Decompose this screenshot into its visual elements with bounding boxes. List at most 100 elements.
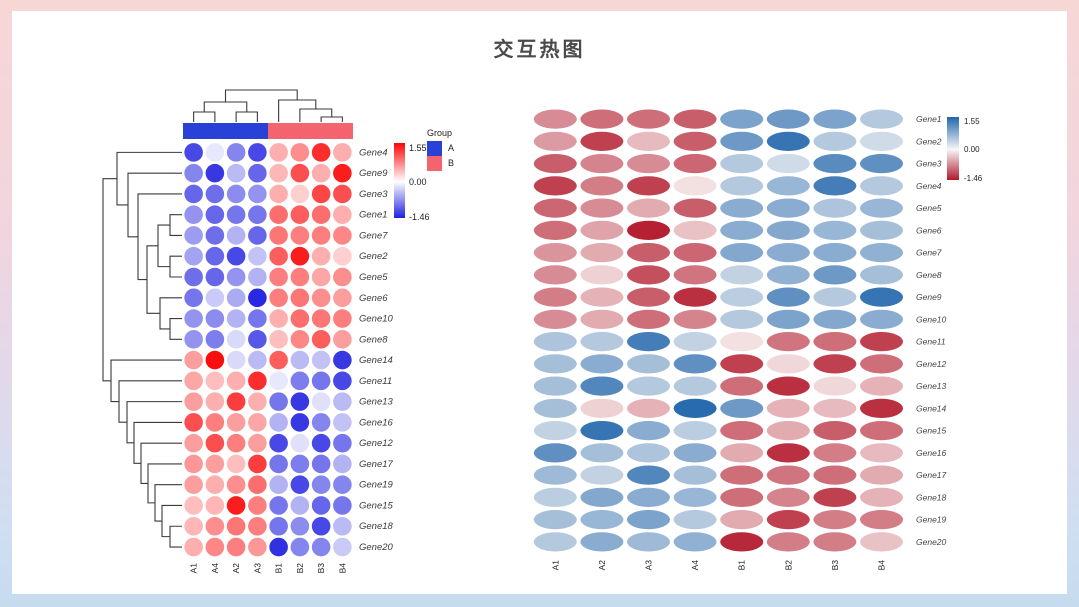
row-label: Gene19 <box>916 515 947 525</box>
right-heatmap-cell <box>766 131 810 151</box>
left-heatmap-cell <box>333 392 352 411</box>
right-heatmap-cell <box>813 287 857 307</box>
right-heatmap-cell <box>860 176 903 196</box>
row-label: Gene10 <box>359 314 394 325</box>
annotation-bar-group-b <box>268 123 353 139</box>
right-heatmap-cell <box>860 131 903 151</box>
right-heatmap-cell <box>720 332 764 352</box>
left-heatmap-cell <box>205 454 225 474</box>
column-label: A1 <box>550 560 560 571</box>
row-label: Gene14 <box>359 355 393 366</box>
right-heatmap-cell <box>860 443 903 463</box>
left-heatmap-cell <box>205 205 225 224</box>
right-heatmap-cell <box>860 421 903 441</box>
row-label: Gene16 <box>359 417 394 428</box>
left-heatmap-cell <box>205 143 225 162</box>
right-heatmap-cell <box>673 532 717 552</box>
right-heatmap-cell <box>766 265 810 285</box>
left-heatmap-cell <box>311 267 331 287</box>
left-heatmap-cell <box>333 309 352 328</box>
left-heatmap-cell <box>226 454 246 474</box>
row-label: Gene12 <box>916 359 947 369</box>
right-heatmap-cell <box>533 332 577 352</box>
right-heatmap-cell <box>766 243 810 263</box>
right-heatmap-cell <box>627 398 670 418</box>
left-heatmap-cell <box>311 163 331 183</box>
right-heatmap-cell <box>533 532 577 552</box>
right-heatmap-cell <box>580 532 624 552</box>
right-heatmap-cell <box>766 332 810 352</box>
right-heatmap-cell <box>533 354 577 374</box>
left-heatmap-cell <box>311 392 331 411</box>
right-heatmap-cell <box>813 443 857 463</box>
left-heatmap-cell <box>290 309 310 328</box>
right-heatmap-cell <box>580 154 624 174</box>
left-heatmap-cell <box>269 496 288 515</box>
page-title: 交互热图 <box>493 39 586 61</box>
right-heatmap-cell <box>813 131 857 151</box>
right-heatmap-cell <box>673 376 717 396</box>
right-heatmap-cell <box>533 287 577 307</box>
right-heatmap-cell <box>673 443 717 463</box>
right-heatmap-cell <box>627 198 670 218</box>
left-heatmap-cell <box>290 288 310 308</box>
column-label: B1 <box>274 563 284 574</box>
right-heatmap-cell <box>673 309 717 329</box>
left-heatmap-cell <box>311 433 331 453</box>
left-heatmap-cell <box>269 350 288 370</box>
left-heatmap-cell <box>205 496 225 515</box>
row-label: Gene8 <box>359 334 388 345</box>
column-label: A3 <box>644 560 654 571</box>
right-heatmap-cell <box>580 332 624 352</box>
left-heatmap-cell <box>311 516 331 536</box>
right-heatmap-cell <box>673 220 717 240</box>
right-heatmap-cell <box>766 532 810 552</box>
right-heatmap-cell <box>720 309 764 329</box>
row-label: Gene3 <box>359 189 388 200</box>
row-dendrogram <box>102 151 182 548</box>
row-label: Gene14 <box>916 403 947 413</box>
right-heatmap-cell <box>627 510 670 530</box>
left-heatmap-cell <box>248 537 267 557</box>
right-heatmap-cell <box>813 176 857 196</box>
left-heatmap-cell <box>290 392 310 411</box>
left-heatmap-cell <box>226 246 246 266</box>
left-heatmap-cell <box>311 184 331 204</box>
right-heatmap-cell <box>673 198 717 218</box>
left-heatmap-cell <box>333 496 352 515</box>
left-heatmap-cell <box>311 350 331 370</box>
right-heatmap-cell <box>627 309 670 329</box>
right-heatmap-cell <box>720 131 764 151</box>
right-heatmap-cell <box>580 398 624 418</box>
left-heatmap-cell <box>248 433 267 453</box>
right-heatmap-cell <box>580 376 624 396</box>
row-label: Gene7 <box>916 248 942 258</box>
right-heatmap-cell <box>720 176 764 196</box>
left-heatmap-cell <box>333 371 352 391</box>
left-heatmap-cell <box>184 454 203 474</box>
column-label: B4 <box>877 560 887 571</box>
row-label: Gene4 <box>916 181 942 191</box>
right-heatmap-cell <box>580 287 624 307</box>
right-heatmap-cell <box>720 487 764 507</box>
right-heatmap-cell <box>673 510 717 530</box>
right-heatmap-cell <box>813 354 857 374</box>
row-label: Gene15 <box>359 500 394 511</box>
row-label: Gene17 <box>916 470 947 480</box>
left-heatmap-cell <box>184 496 203 515</box>
right-heatmap-cell <box>813 510 857 530</box>
column-label: B3 <box>316 563 326 574</box>
right-heatmap-cell <box>813 532 857 552</box>
left-heatmap-cell <box>333 267 352 287</box>
right-heatmap-cell <box>673 154 717 174</box>
column-label: A1 <box>189 563 199 574</box>
left-heatmap-cell <box>184 475 203 495</box>
left-heatmap-cell <box>269 226 288 245</box>
left-heatmap-cell <box>205 163 225 183</box>
left-heatmap-cell <box>269 371 288 391</box>
row-label: Gene9 <box>359 168 388 179</box>
left-heatmap-cell <box>269 475 288 495</box>
left-heatmap-cell <box>311 205 331 224</box>
left-heatmap-cell <box>333 454 352 474</box>
right-heatmap-cell <box>813 154 857 174</box>
